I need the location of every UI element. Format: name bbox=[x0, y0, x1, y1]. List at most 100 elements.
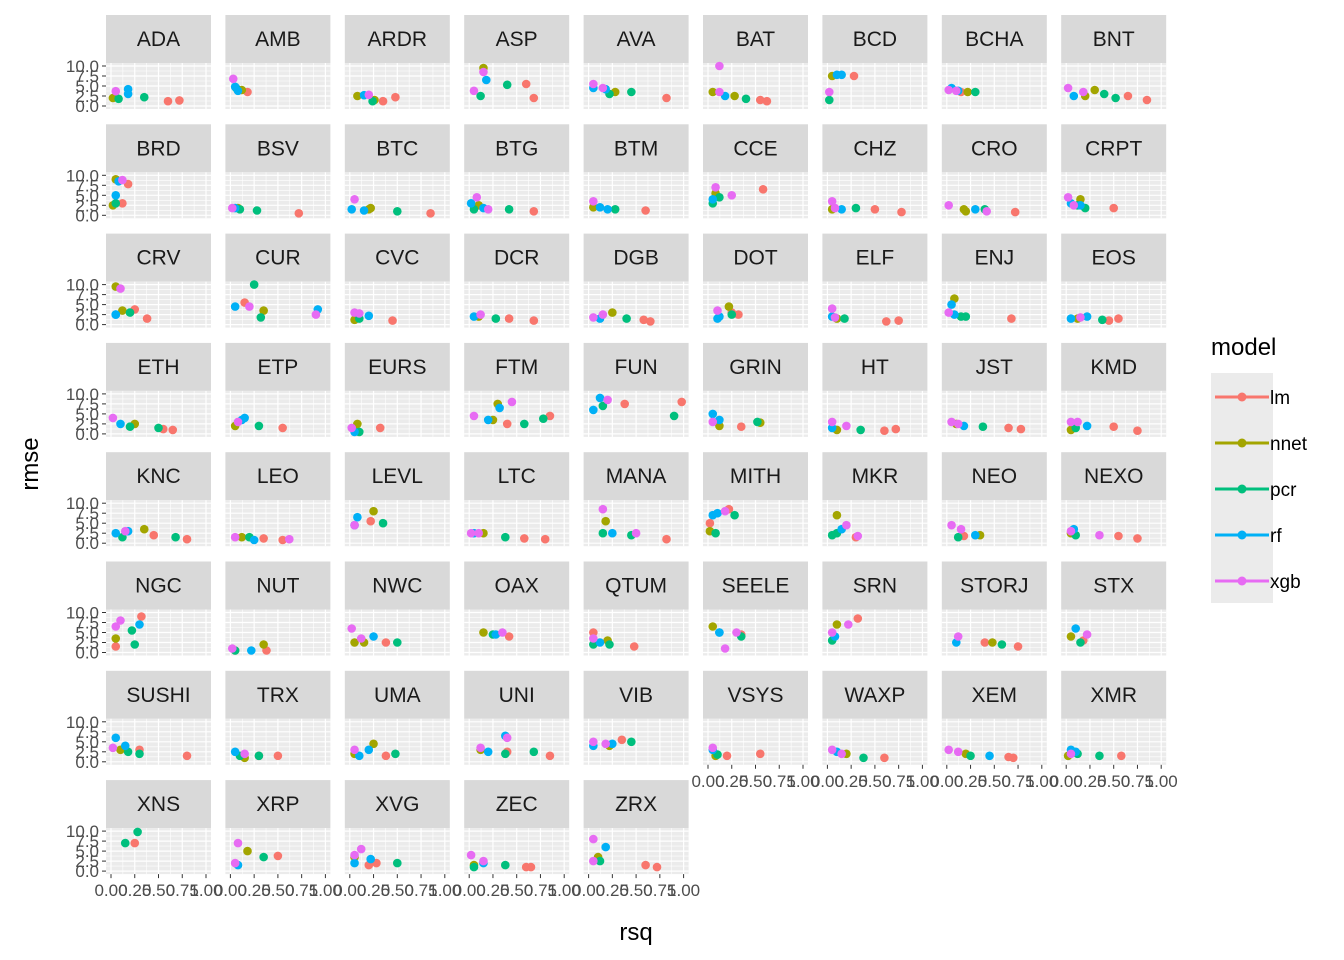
facet-panel-dcr: DCR bbox=[464, 233, 570, 328]
x-tick-label: 0.00 bbox=[453, 881, 486, 900]
facet-panel-ngc: NGC 0.02.55.07.510.0 bbox=[66, 561, 211, 663]
facet-label: EOS bbox=[1092, 247, 1136, 270]
point-rf bbox=[353, 512, 362, 522]
facet-strip bbox=[941, 342, 1047, 391]
point-pcr bbox=[491, 314, 501, 323]
point-xgb bbox=[952, 86, 961, 96]
point-lm bbox=[880, 753, 889, 763]
facet-label: LTC bbox=[498, 465, 536, 488]
point-xgb bbox=[1076, 313, 1085, 322]
point-pcr bbox=[1099, 89, 1109, 99]
facet-strip bbox=[344, 233, 450, 282]
x-tick-label: 0.25 bbox=[715, 772, 748, 791]
point-xgb bbox=[944, 201, 953, 210]
facet-label: BRD bbox=[136, 137, 180, 160]
point-xgb bbox=[355, 309, 364, 318]
facet-strip bbox=[464, 342, 570, 391]
facet-label: CUR bbox=[255, 247, 301, 270]
point-lm bbox=[278, 535, 287, 545]
facet-label: XRP bbox=[256, 793, 299, 816]
legend-label: xgb bbox=[1270, 572, 1301, 593]
point-pcr bbox=[589, 640, 598, 649]
facet-strip bbox=[703, 124, 808, 173]
point-nnet bbox=[708, 622, 718, 631]
facet-label: WAXP bbox=[844, 684, 905, 707]
facet-label: SEELE bbox=[722, 575, 790, 598]
facet-label: ETH bbox=[138, 356, 180, 379]
legend-key-point bbox=[1237, 484, 1247, 494]
facet-panel-ftm: FTM bbox=[464, 342, 570, 437]
point-xgb bbox=[827, 197, 837, 206]
point-lm bbox=[677, 397, 686, 407]
point-xgb bbox=[350, 745, 359, 755]
y-tick-label: 10.0 bbox=[66, 713, 99, 732]
x-tick-label: 0.00 bbox=[572, 881, 605, 900]
point-xgb bbox=[589, 197, 598, 206]
point-nnet bbox=[988, 638, 997, 647]
facet-panel-ada: ADA 0.02.55.07.510.0 bbox=[66, 15, 211, 116]
facet-strip bbox=[344, 15, 450, 63]
facet-label: ETP bbox=[257, 356, 298, 379]
y-tick-label: 2.5 bbox=[75, 87, 99, 106]
point-rf bbox=[985, 751, 994, 761]
point-nnet bbox=[479, 628, 488, 637]
point-xgb bbox=[603, 395, 612, 405]
facet-strip bbox=[822, 670, 928, 719]
point-rf bbox=[240, 413, 249, 423]
facet-label: XVG bbox=[375, 793, 419, 816]
point-xgb bbox=[1066, 526, 1076, 536]
point-xgb bbox=[364, 90, 374, 100]
facet-panel-xem: XEM 0.000.250.500.751.00 bbox=[930, 670, 1058, 791]
point-xgb bbox=[472, 193, 482, 202]
point-lm bbox=[278, 423, 287, 433]
facet-strip bbox=[1061, 342, 1167, 391]
point-pcr bbox=[393, 207, 402, 216]
facet-label: NGC bbox=[135, 575, 182, 598]
point-nnet bbox=[353, 91, 362, 101]
point-xgb bbox=[347, 624, 357, 633]
point-lm bbox=[641, 206, 650, 215]
legend-label: lm bbox=[1270, 388, 1290, 409]
facet-panel-seele: SEELE bbox=[703, 561, 808, 656]
point-pcr bbox=[827, 530, 837, 540]
point-rf bbox=[708, 195, 718, 204]
point-xgb bbox=[589, 856, 598, 866]
point-rf bbox=[355, 751, 364, 761]
facet-label: DGB bbox=[613, 247, 659, 270]
x-tick-label: 0.00 bbox=[1050, 772, 1083, 791]
point-pcr bbox=[978, 422, 988, 432]
point-lm bbox=[545, 751, 555, 761]
x-tick-label: 0.75 bbox=[763, 772, 796, 791]
point-xgb bbox=[476, 743, 485, 753]
point-lm bbox=[589, 628, 598, 637]
point-pcr bbox=[627, 87, 636, 97]
point-xgb bbox=[598, 83, 608, 93]
point-lm bbox=[853, 614, 863, 623]
y-tick-label: 0.0 bbox=[75, 316, 99, 335]
point-lm bbox=[259, 534, 268, 543]
facet-strip bbox=[225, 342, 331, 391]
point-xgb bbox=[842, 520, 851, 530]
point-lm bbox=[1133, 426, 1142, 436]
point-nnet bbox=[366, 203, 376, 213]
point-rf bbox=[1082, 312, 1092, 321]
point-lm bbox=[381, 638, 391, 647]
point-xgb bbox=[350, 850, 359, 860]
point-nnet bbox=[601, 516, 610, 526]
point-pcr bbox=[502, 80, 512, 90]
point-lm bbox=[294, 209, 304, 218]
point-xgb bbox=[230, 532, 240, 542]
facet-panel-dot: DOT bbox=[703, 233, 808, 328]
facet-label: FUN bbox=[615, 356, 658, 379]
point-nnet bbox=[724, 302, 734, 311]
y-tick-label: 10.0 bbox=[66, 166, 99, 185]
facet-strip bbox=[583, 670, 689, 719]
y-tick-label: 7.5 bbox=[75, 395, 99, 414]
facet-panel-bcha: BCHA bbox=[941, 15, 1047, 109]
point-nnet bbox=[369, 506, 378, 516]
point-pcr bbox=[256, 313, 266, 322]
y-tick-label: 5.0 bbox=[75, 624, 99, 643]
facet-label: XNS bbox=[137, 793, 180, 816]
y-tick-label: 7.5 bbox=[75, 832, 99, 851]
facet-strip bbox=[941, 124, 1047, 173]
